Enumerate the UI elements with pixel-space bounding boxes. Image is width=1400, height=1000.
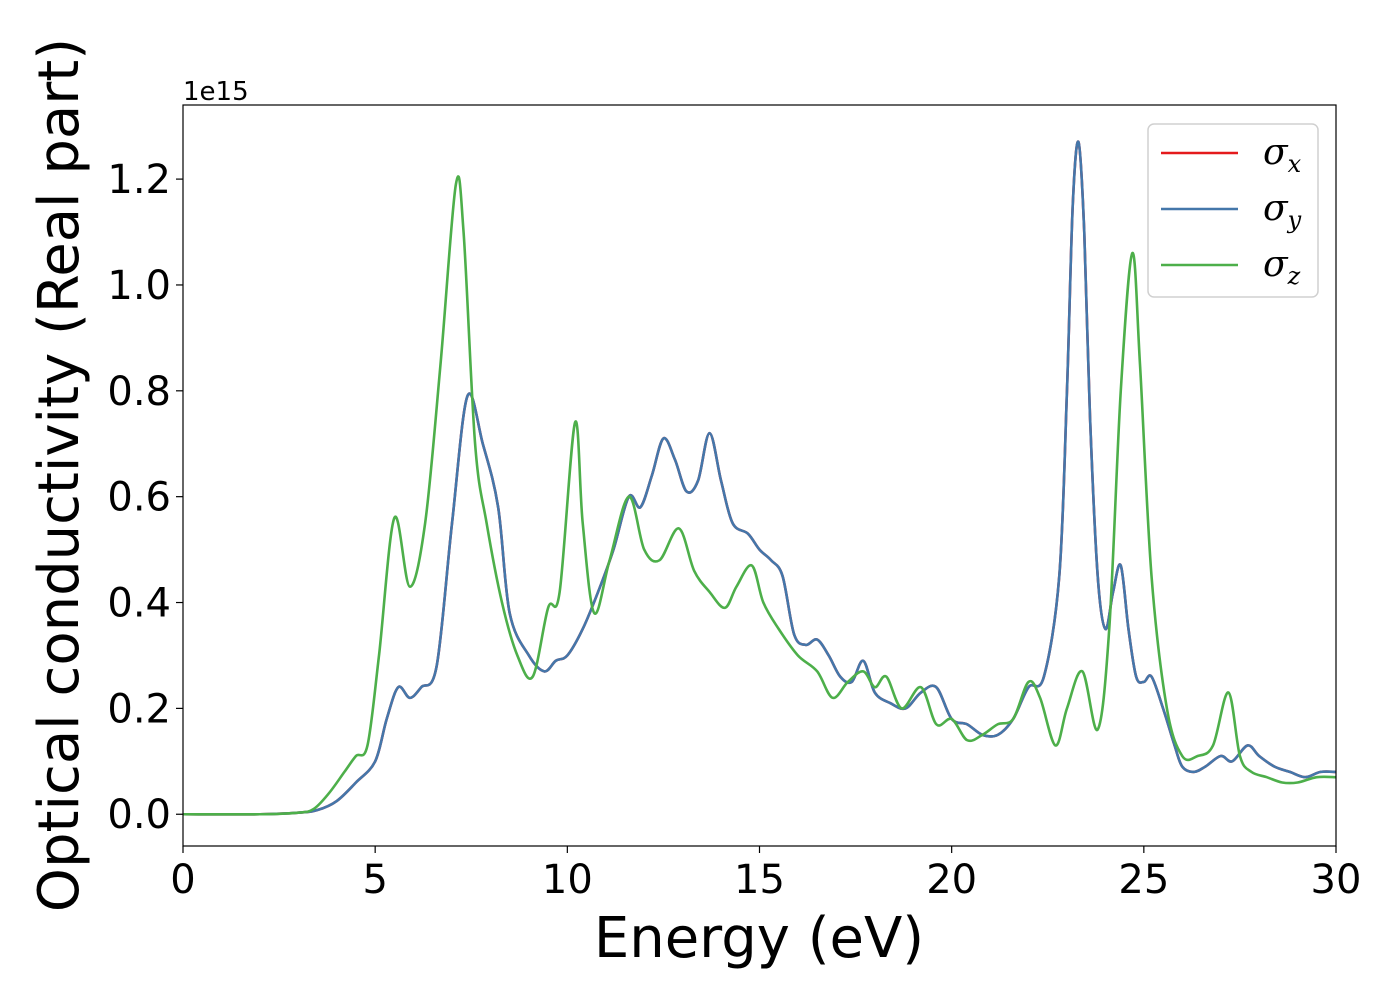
y-tick-label: 1.2 [107, 157, 171, 203]
x-tick-label: 15 [734, 857, 785, 903]
y-axis-ticks: 0.0 0.2 0.4 0.6 0.8 1.0 1.2 [107, 157, 183, 838]
y-tick-label: 0.8 [107, 369, 171, 415]
legend: σx σy σz [1147, 123, 1319, 298]
y-tick-label: 0.4 [107, 581, 171, 627]
x-axis-ticks: 0 5 10 15 20 25 30 [170, 846, 1361, 903]
legend-label-x: σx [1263, 132, 1302, 178]
y-tick-label: 0.2 [107, 686, 171, 732]
legend-label-z: σz [1263, 244, 1301, 290]
x-tick-label: 0 [170, 857, 195, 903]
y-tick-label: 0.6 [107, 475, 171, 521]
x-tick-label: 10 [542, 857, 593, 903]
x-tick-label: 5 [362, 857, 387, 903]
y-axis-label: Optical conductivity (Real part) [27, 38, 92, 912]
x-tick-label: 20 [926, 857, 977, 903]
y-tick-label: 0.0 [107, 792, 171, 838]
y-offset-label: 1e15 [183, 77, 249, 107]
x-axis-label: Energy (eV) [594, 906, 924, 971]
legend-label-y: σy [1263, 188, 1302, 234]
series-layer [182, 140, 1337, 816]
series-line-z [182, 175, 1337, 816]
x-tick-label: 30 [1311, 857, 1362, 903]
x-tick-label: 25 [1118, 857, 1169, 903]
legend-frame [1147, 123, 1319, 298]
y-tick-label: 1.0 [107, 263, 171, 309]
series-line-y [182, 140, 1337, 816]
plot-area [183, 105, 1336, 846]
